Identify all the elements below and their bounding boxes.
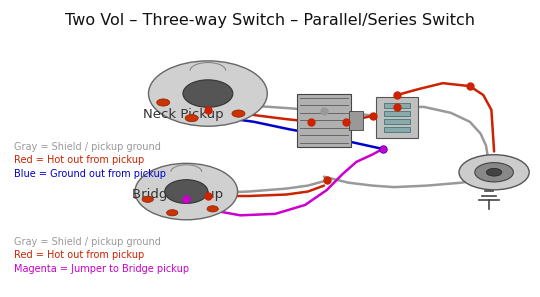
Ellipse shape: [207, 206, 218, 212]
Text: Two Vol – Three-way Switch – Parallel/Series Switch: Two Vol – Three-way Switch – Parallel/Se…: [65, 13, 475, 29]
Bar: [384, 127, 410, 132]
Ellipse shape: [148, 61, 267, 126]
Ellipse shape: [475, 163, 514, 182]
Ellipse shape: [165, 180, 208, 203]
Bar: [384, 119, 410, 124]
Ellipse shape: [157, 99, 170, 106]
Ellipse shape: [167, 210, 178, 216]
Text: Neck Pickup: Neck Pickup: [143, 108, 224, 121]
FancyBboxPatch shape: [376, 97, 418, 138]
Text: Gray = Shield / pickup ground: Gray = Shield / pickup ground: [14, 142, 160, 152]
Text: Blue = Ground out from pickup: Blue = Ground out from pickup: [14, 169, 165, 179]
Bar: [384, 103, 410, 108]
Ellipse shape: [183, 80, 233, 107]
Text: Red = Hot out from pickup: Red = Hot out from pickup: [14, 155, 144, 165]
FancyBboxPatch shape: [297, 94, 351, 147]
Bar: [384, 111, 410, 116]
Text: Bridge Pickup: Bridge Pickup: [132, 188, 224, 201]
Text: Red = Hot out from pickup: Red = Hot out from pickup: [14, 250, 144, 260]
Ellipse shape: [142, 196, 153, 202]
Ellipse shape: [185, 115, 198, 122]
Text: Magenta = Jumper to Bridge pickup: Magenta = Jumper to Bridge pickup: [14, 264, 188, 274]
Ellipse shape: [232, 110, 245, 117]
Text: Gray = Shield / pickup ground: Gray = Shield / pickup ground: [14, 237, 160, 247]
Ellipse shape: [135, 163, 238, 220]
FancyBboxPatch shape: [349, 111, 363, 130]
Ellipse shape: [487, 168, 502, 176]
Ellipse shape: [459, 155, 529, 190]
